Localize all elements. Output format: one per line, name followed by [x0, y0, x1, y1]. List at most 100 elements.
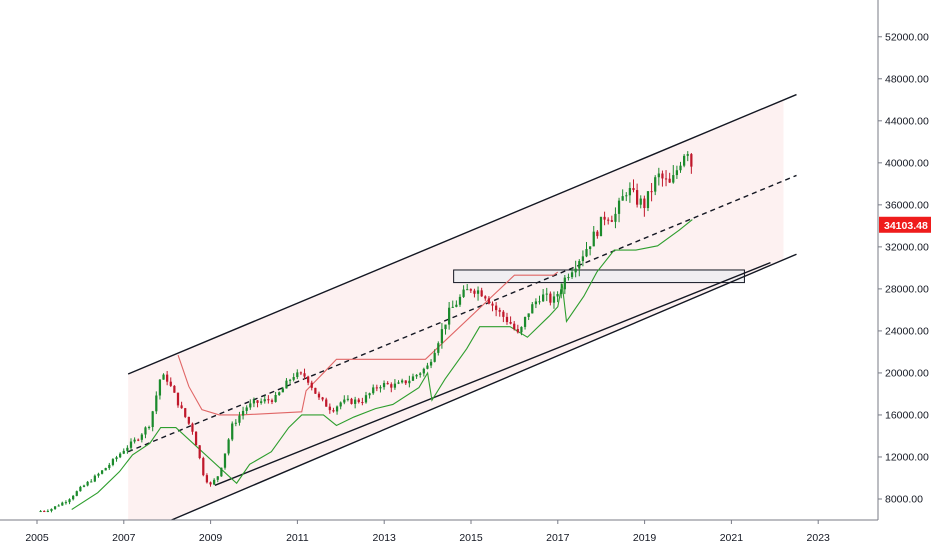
x-tick-label: 2015	[459, 532, 483, 544]
candle-body	[252, 400, 256, 404]
candle-body	[122, 450, 125, 454]
candle-body	[527, 313, 530, 317]
candle-body	[628, 188, 632, 196]
candle-body	[469, 289, 472, 291]
candle-body	[173, 385, 176, 393]
candle-body	[133, 439, 136, 442]
candle-body	[440, 329, 444, 344]
candle-body	[278, 392, 281, 395]
candle-body	[270, 400, 274, 402]
candle-body	[625, 195, 628, 197]
x-tick-label: 2009	[199, 532, 223, 544]
candle-body	[415, 374, 418, 377]
candle-body	[444, 324, 447, 330]
candle-body	[281, 388, 284, 393]
candle-body	[368, 393, 371, 396]
candle-body	[534, 301, 538, 305]
candle-body	[310, 382, 313, 388]
supertrend-resistance-line	[177, 271, 559, 416]
y-tick-label: 12000.00	[885, 451, 929, 463]
y-tick-label: 28000.00	[885, 283, 929, 295]
candle-body	[650, 191, 653, 193]
channel-mid-line	[127, 174, 797, 453]
candle-body	[505, 316, 509, 323]
candle-body	[43, 511, 46, 513]
candle-body	[321, 397, 324, 400]
candle-body	[68, 499, 71, 503]
candle-body	[111, 459, 115, 465]
candle-body	[433, 352, 436, 362]
candle-body	[466, 289, 469, 291]
candle-body	[520, 326, 523, 333]
candle-body	[198, 445, 201, 459]
candle-body	[672, 175, 675, 183]
candle-body	[480, 290, 483, 297]
x-tick-label: 2011	[286, 532, 309, 544]
channel-lower-line-1	[214, 261, 771, 486]
candle-body	[404, 380, 407, 384]
candle-body	[184, 408, 187, 417]
candle-body	[675, 170, 679, 176]
candle-body	[350, 398, 353, 404]
candle-body	[64, 502, 68, 504]
candle-body	[53, 506, 57, 509]
y-tick-label: 40000.00	[885, 157, 929, 169]
candle-body	[581, 256, 585, 262]
candle-body	[303, 373, 306, 377]
price-axis-panel	[879, 0, 932, 550]
candle-body	[516, 329, 519, 333]
candle-body	[361, 402, 364, 404]
candle-body	[332, 410, 335, 412]
candle-body	[574, 268, 577, 273]
candle-body	[292, 377, 295, 380]
candle-body	[556, 294, 559, 297]
candle-body	[657, 173, 660, 178]
candle-body	[223, 453, 227, 468]
candle-body	[317, 393, 321, 398]
candle-body	[202, 458, 205, 476]
x-tick-label: 2007	[112, 532, 136, 544]
last-price-tag: 34103.48	[879, 216, 931, 233]
candle-body	[607, 219, 610, 221]
candle-body	[567, 277, 570, 279]
y-tick-label: 32000.00	[885, 241, 929, 253]
candle-body	[668, 178, 671, 183]
candle-body	[129, 441, 133, 448]
candle-body	[617, 200, 621, 214]
y-tick-label: 20000.00	[885, 367, 929, 379]
candle-body	[621, 196, 624, 201]
candle-body	[585, 249, 588, 257]
candle-body	[61, 502, 64, 506]
candle-body	[274, 394, 277, 402]
candle-body	[209, 482, 212, 485]
candle-body	[72, 495, 75, 500]
candle-body	[339, 402, 342, 407]
candle-body	[158, 379, 162, 396]
candle-body	[382, 383, 386, 388]
candle-body	[119, 453, 122, 458]
candle-body	[79, 486, 82, 492]
candle-body	[375, 387, 378, 389]
candle-body	[531, 304, 534, 314]
candle-body	[245, 407, 248, 411]
candle-body	[372, 387, 375, 394]
candle-body	[397, 382, 400, 384]
candle-body	[683, 155, 686, 166]
trend-lines	[127, 93, 797, 521]
candle-body	[426, 365, 429, 369]
candle-body	[216, 476, 219, 480]
candle-body	[636, 190, 639, 205]
candle-body	[307, 376, 310, 383]
candle-body	[234, 422, 237, 424]
channel-upper-line	[127, 93, 797, 375]
candle-body	[422, 368, 425, 374]
x-tick-label: 2005	[25, 532, 49, 544]
support-zone-rect	[453, 269, 745, 284]
candle-body	[686, 154, 689, 156]
candle-body	[205, 475, 209, 483]
candle-body	[39, 511, 42, 513]
candle-body	[552, 296, 556, 303]
candle-body	[162, 374, 165, 380]
